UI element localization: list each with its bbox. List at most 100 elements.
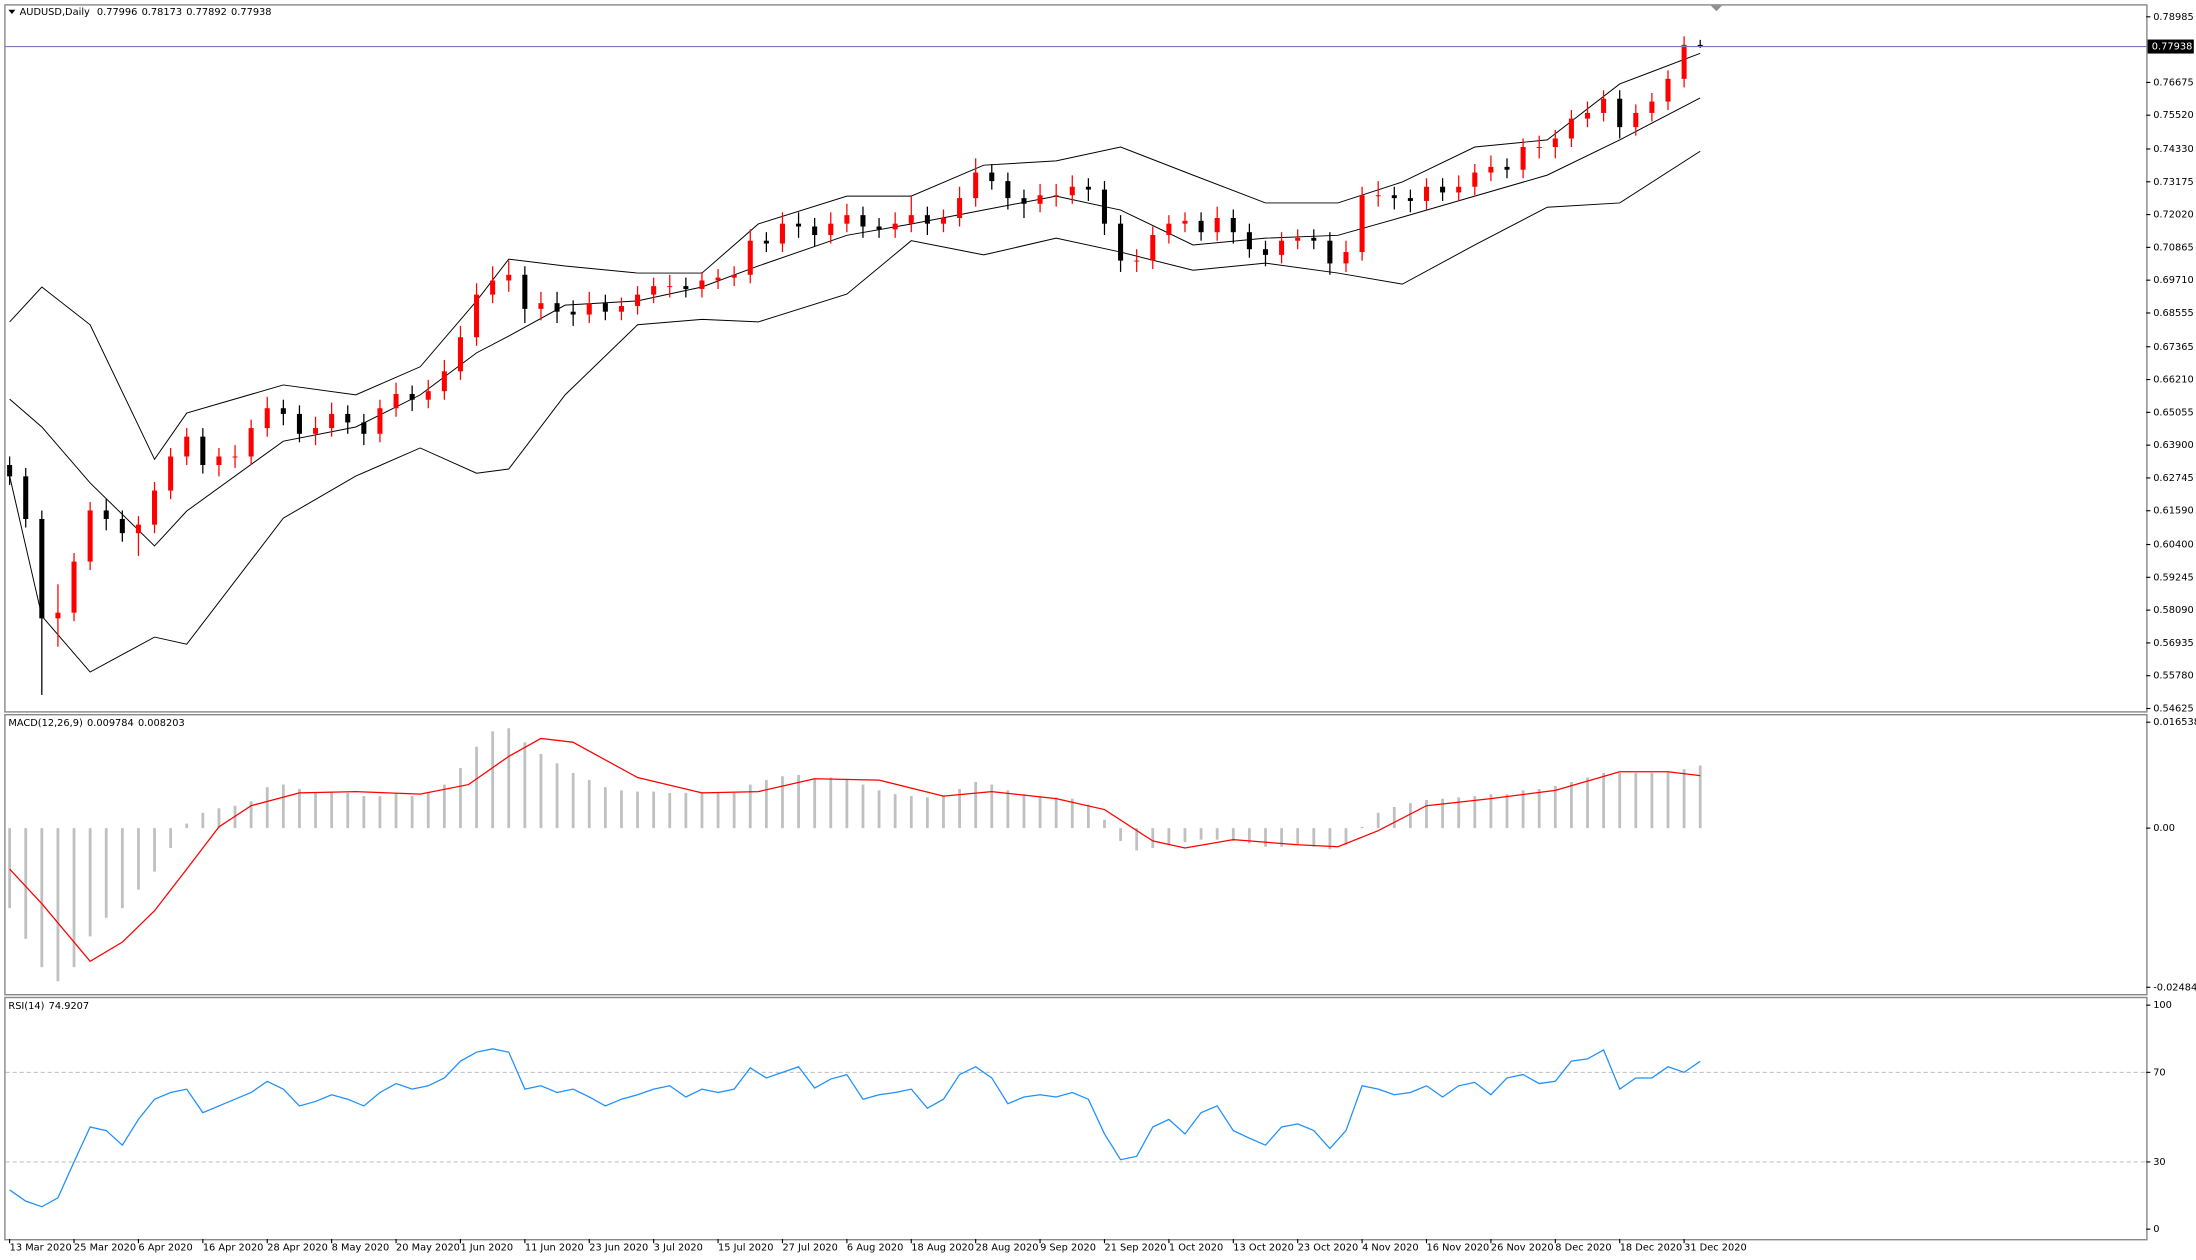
candle-body [1021, 198, 1027, 204]
candle-body [168, 456, 174, 491]
candle-body [441, 371, 447, 392]
candle-body [715, 277, 721, 281]
y-tick-label: 0.55780 [2153, 671, 2194, 682]
candle-body [1391, 195, 1397, 199]
x-tick-label: 15 Jul 2020 [718, 1242, 773, 1253]
candle-body [779, 223, 785, 244]
candle-body [39, 518, 45, 619]
candle-body [329, 413, 335, 429]
y-tick-label: 0.69710 [2153, 275, 2194, 286]
candle-body [763, 240, 769, 244]
y-tick-label: 0.76675 [2153, 77, 2194, 88]
candle-body [618, 306, 624, 312]
candle-body [1101, 189, 1107, 224]
dropdown-icon[interactable] [8, 9, 16, 14]
candle-body [1343, 252, 1349, 264]
candle-body [1472, 172, 1478, 187]
y-tick-label: 0.61590 [2153, 506, 2194, 517]
candle-body [393, 394, 399, 409]
x-tick-label: 23 Oct 2020 [1298, 1242, 1359, 1253]
y-tick-label: 0.78985 [2153, 12, 2194, 23]
y-tick-label: 0.74330 [2153, 144, 2194, 155]
main-pane [4, 4, 2148, 713]
candle-body [1182, 220, 1188, 224]
candle-body [1311, 237, 1317, 241]
candle-body [1230, 217, 1236, 233]
candle-body [538, 303, 544, 309]
macd-value: 0.009784 [87, 718, 134, 729]
candle-body [135, 524, 141, 534]
y-tick-label: 0.54625 [2153, 704, 2194, 715]
bollinger-band [9, 97, 1701, 547]
x-tick-label: 1 Jun 2020 [460, 1242, 513, 1253]
x-tick-label: 3 Jul 2020 [654, 1242, 703, 1253]
candle-body [184, 436, 190, 457]
candle-body [1118, 223, 1124, 261]
x-tick-label: 27 Jul 2020 [782, 1242, 837, 1253]
candle-body [973, 172, 979, 199]
candle-body [377, 408, 383, 434]
rsi-line [9, 1048, 1701, 1208]
candle-body [731, 274, 737, 278]
y-tick-label: 0.70865 [2153, 242, 2194, 253]
candle-body [1005, 181, 1011, 199]
macd-title: MACD(12,26,9) [8, 718, 82, 729]
bollinger-band [9, 150, 1701, 673]
candle-body [248, 428, 254, 457]
x-tick-label: 18 Dec 2020 [1620, 1242, 1683, 1253]
candle-body [796, 223, 802, 227]
candle-body [1520, 147, 1526, 170]
candle-body [216, 456, 222, 466]
y-tick-label: 0 [2153, 1224, 2159, 1235]
x-tick-label: 28 Aug 2020 [976, 1242, 1039, 1253]
candle-body [1053, 195, 1059, 197]
x-tick-label: 16 Nov 2020 [1426, 1242, 1489, 1253]
y-tick-label: 30 [2153, 1157, 2165, 1168]
candle-body [71, 561, 77, 613]
y-tick-label: 0.60400 [2153, 540, 2194, 551]
candle-body [1440, 186, 1446, 193]
candle-body [409, 394, 415, 400]
candle-body [586, 303, 592, 315]
close-value: 0.77938 [231, 7, 272, 18]
candle-body [1214, 217, 1220, 233]
x-tick-label: 28 Apr 2020 [267, 1242, 328, 1253]
y-tick-label: 100 [2153, 1000, 2172, 1011]
candle-body [1601, 98, 1607, 113]
x-tick-label: 13 Oct 2020 [1233, 1242, 1294, 1253]
open-value: 0.77996 [97, 7, 138, 18]
y-tick-label: 0.00 [2153, 823, 2175, 834]
candle-body [1037, 195, 1043, 204]
y-tick-label: 0.75520 [2153, 110, 2194, 121]
candle-body [1681, 44, 1687, 79]
rsi-pane [4, 996, 2148, 1241]
rsi-title: RSI(14) [8, 1001, 44, 1012]
bollinger-band [9, 52, 1701, 461]
rsi-header: RSI(14) 74.9207 [8, 1001, 89, 1012]
candle-body [1649, 101, 1655, 113]
main-header: AUDUSD,Daily 0.77996 0.78173 0.77892 0.77938 [20, 7, 272, 18]
candle-body [1568, 118, 1574, 139]
y-tick-label: 0.59245 [2153, 572, 2194, 583]
y-tick-label: 0.66210 [2153, 375, 2194, 386]
x-tick-label: 31 Dec 2020 [1684, 1242, 1747, 1253]
candle-body [908, 215, 914, 224]
candle-body [924, 215, 930, 224]
candle-body [87, 510, 93, 562]
x-tick-label: 11 Jun 2020 [525, 1242, 584, 1253]
candle-body [200, 436, 206, 466]
x-tick-label: 1 Oct 2020 [1169, 1242, 1223, 1253]
candle-body [812, 226, 818, 236]
chart-title: AUDUSD,Daily [20, 7, 90, 18]
x-tick-label: 6 Apr 2020 [138, 1242, 192, 1253]
candle-body [296, 413, 302, 434]
candle-body [1617, 98, 1623, 128]
x-tick-label: 18 Aug 2020 [911, 1242, 974, 1253]
candle-body [699, 280, 705, 289]
candle-body [457, 337, 463, 372]
y-tick-label: 0.62745 [2153, 473, 2194, 484]
candle-body [152, 490, 158, 525]
y-tick-label: 0.68555 [2153, 308, 2194, 319]
